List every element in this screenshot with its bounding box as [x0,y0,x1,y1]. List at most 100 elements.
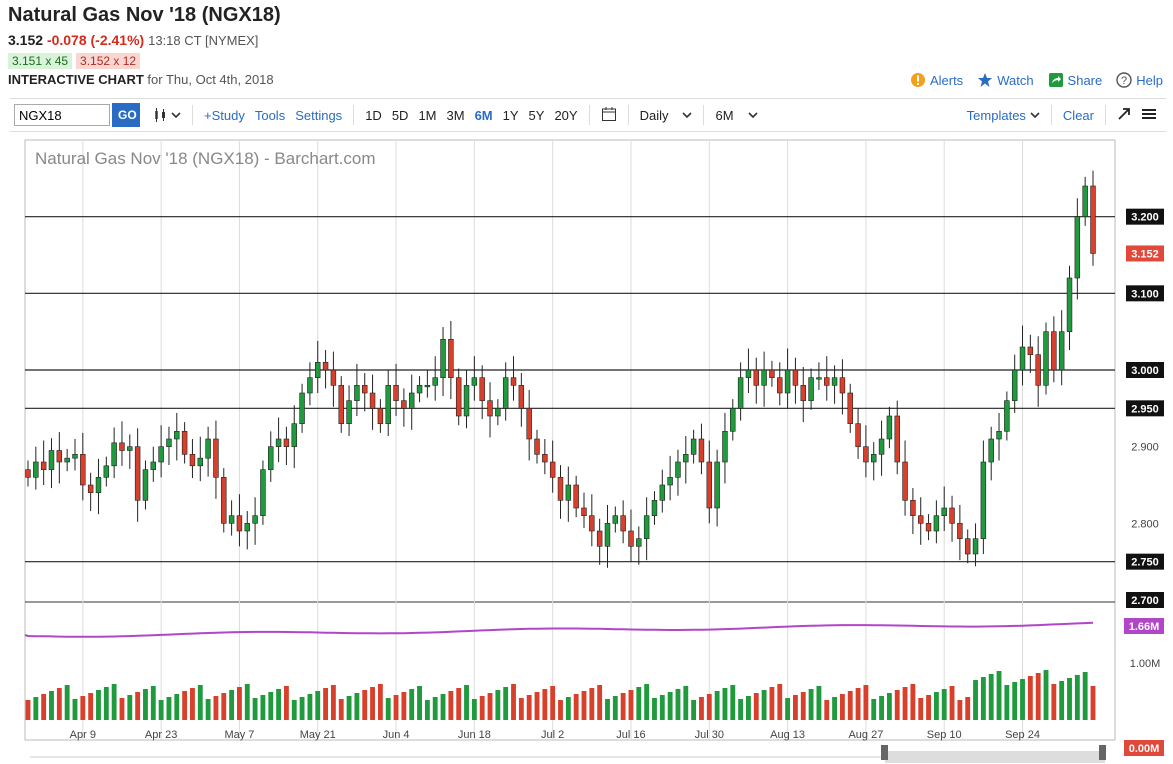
volume-bar [894,690,900,720]
alerts-button[interactable]: Alerts [910,72,963,88]
symbol-input[interactable] [14,104,110,126]
volume-ma-box [1124,618,1164,634]
last-price-label: 3.152 [1131,248,1159,260]
candle [549,461,556,478]
templates-dropdown[interactable]: Templates [962,108,1045,123]
candle [393,385,399,401]
volume-bar [80,696,86,720]
study-button[interactable]: +Study [204,107,245,123]
volume-bar [816,686,822,720]
candle [878,438,885,455]
volume-bar [863,685,869,720]
candle [902,461,908,501]
volume-bar [417,686,422,720]
period-1m[interactable]: 1M [418,107,437,123]
clear-button[interactable]: Clear [1062,107,1094,123]
candle [1066,277,1073,332]
volume-bar [1067,678,1072,720]
x-tick-label: May 21 [300,729,336,741]
volume-bar [487,693,493,720]
candle [244,523,250,532]
candle [855,423,861,447]
volume-bar [291,700,297,720]
x-tick-label: Aug 27 [848,729,883,741]
bid-ask: 3.151 x 45 3.152 x 12 [8,53,141,69]
volume-bar [503,687,509,720]
volume-bar [393,695,399,720]
volume-bar [628,690,634,720]
price-tick-label: 2.900 [1131,442,1159,454]
calendar-button[interactable] [596,106,622,125]
candle [479,377,485,401]
tools-button[interactable]: Tools [254,107,286,123]
candle [502,377,509,409]
x-tick-label: Sep 10 [927,729,962,741]
price-tick-label: 3.200 [1131,212,1159,224]
last-price: 3.152 [8,32,44,48]
candle [777,377,783,394]
chart-toolbar: GO +Study Tools Settings 1D 5D 1M 3M 6M … [10,98,1166,132]
candle [307,377,313,394]
volume-bar [683,686,689,720]
volume-bar [1090,686,1096,720]
watch-button[interactable]: Watch [977,72,1034,88]
period-5d[interactable]: 5D [391,107,409,123]
candle [103,465,110,478]
period-20y[interactable]: 20Y [554,107,578,123]
candle [792,369,799,386]
candle [228,515,235,524]
expand-button[interactable] [1112,107,1136,124]
volume-bar [111,684,117,720]
period-1d[interactable]: 1D [365,107,382,123]
volume-bar [346,696,352,720]
volume-bar [401,692,407,720]
candle [714,461,720,509]
candle [722,431,728,463]
candle [283,438,290,447]
price-tick-box [1126,592,1164,608]
share-button[interactable]: Share [1048,72,1102,88]
candle [174,431,180,440]
chart-title: Natural Gas Nov '18 (NGX18) - Barchart.c… [35,149,376,168]
candle-type-dropdown[interactable] [148,107,186,123]
help-button[interactable]: ? Help [1116,72,1163,88]
candle [824,377,830,386]
go-button[interactable]: GO [112,103,140,127]
period-3m[interactable]: 3M [446,107,465,123]
interval-dropdown[interactable]: Daily [635,108,698,123]
period-6m[interactable]: 6M [474,107,493,123]
candle [534,438,540,455]
candle [596,530,603,547]
volume-bar [808,689,814,720]
hamburger-icon [1142,108,1156,119]
chart-frame [24,139,1116,741]
chevron-down-icon [682,112,693,119]
candle [33,461,39,478]
period-1y[interactable]: 1Y [502,107,519,123]
volume-bar [213,696,219,720]
volume-bar [558,700,563,720]
candle [424,385,431,388]
volume-bar [902,687,908,720]
volume-bar [1059,681,1065,720]
candle [432,377,438,386]
settings-button[interactable]: Settings [295,107,343,123]
volume-bar [965,697,971,720]
volume-bar [143,689,148,720]
volume-bar [49,691,54,720]
candle [142,469,149,501]
period-5y[interactable]: 5Y [528,107,545,123]
volume-bar [276,689,282,720]
candle [369,392,376,409]
help-label: Help [1136,72,1163,88]
templates-label: Templates [966,107,1026,123]
candle [236,515,243,532]
candle [127,446,133,451]
volume-bar [777,684,783,720]
menu-button[interactable] [1136,107,1162,124]
range-dropdown[interactable]: 6M [710,108,762,123]
candle [1004,400,1010,432]
candle [408,392,415,409]
volume-bar [64,685,70,720]
